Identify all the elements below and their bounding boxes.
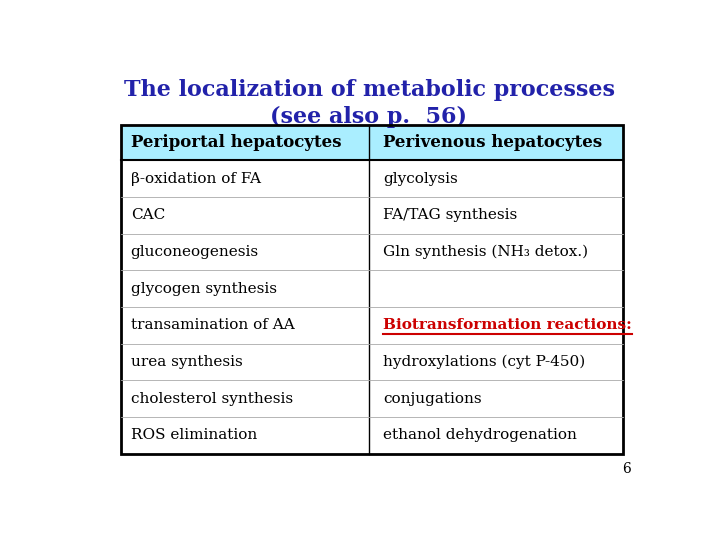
Text: glycogen synthesis: glycogen synthesis bbox=[131, 282, 276, 296]
Text: β-oxidation of FA: β-oxidation of FA bbox=[131, 172, 261, 186]
Text: cholesterol synthesis: cholesterol synthesis bbox=[131, 392, 293, 406]
Text: The localization of metabolic processes
(see also p.  56): The localization of metabolic processes … bbox=[124, 79, 614, 128]
Text: ethanol dehydrogenation: ethanol dehydrogenation bbox=[383, 428, 577, 442]
Text: gluconeogenesis: gluconeogenesis bbox=[131, 245, 259, 259]
Text: ROS elimination: ROS elimination bbox=[131, 428, 257, 442]
Text: Gln synthesis (NH₃ detox.): Gln synthesis (NH₃ detox.) bbox=[383, 245, 588, 259]
Bar bbox=[121, 125, 623, 160]
Text: Perivenous hepatocytes: Perivenous hepatocytes bbox=[383, 134, 602, 151]
Text: 6: 6 bbox=[623, 462, 631, 476]
Text: glycolysis: glycolysis bbox=[383, 172, 458, 186]
Text: CAC: CAC bbox=[131, 208, 165, 222]
Text: urea synthesis: urea synthesis bbox=[131, 355, 243, 369]
Text: hydroxylations (cyt P-450): hydroxylations (cyt P-450) bbox=[383, 355, 585, 369]
Text: Periportal hepatocytes: Periportal hepatocytes bbox=[131, 134, 341, 151]
Text: transamination of AA: transamination of AA bbox=[131, 318, 294, 332]
Text: conjugations: conjugations bbox=[383, 392, 482, 406]
Text: FA/TAG synthesis: FA/TAG synthesis bbox=[383, 208, 517, 222]
Text: Biotransformation reactions:: Biotransformation reactions: bbox=[383, 318, 631, 332]
